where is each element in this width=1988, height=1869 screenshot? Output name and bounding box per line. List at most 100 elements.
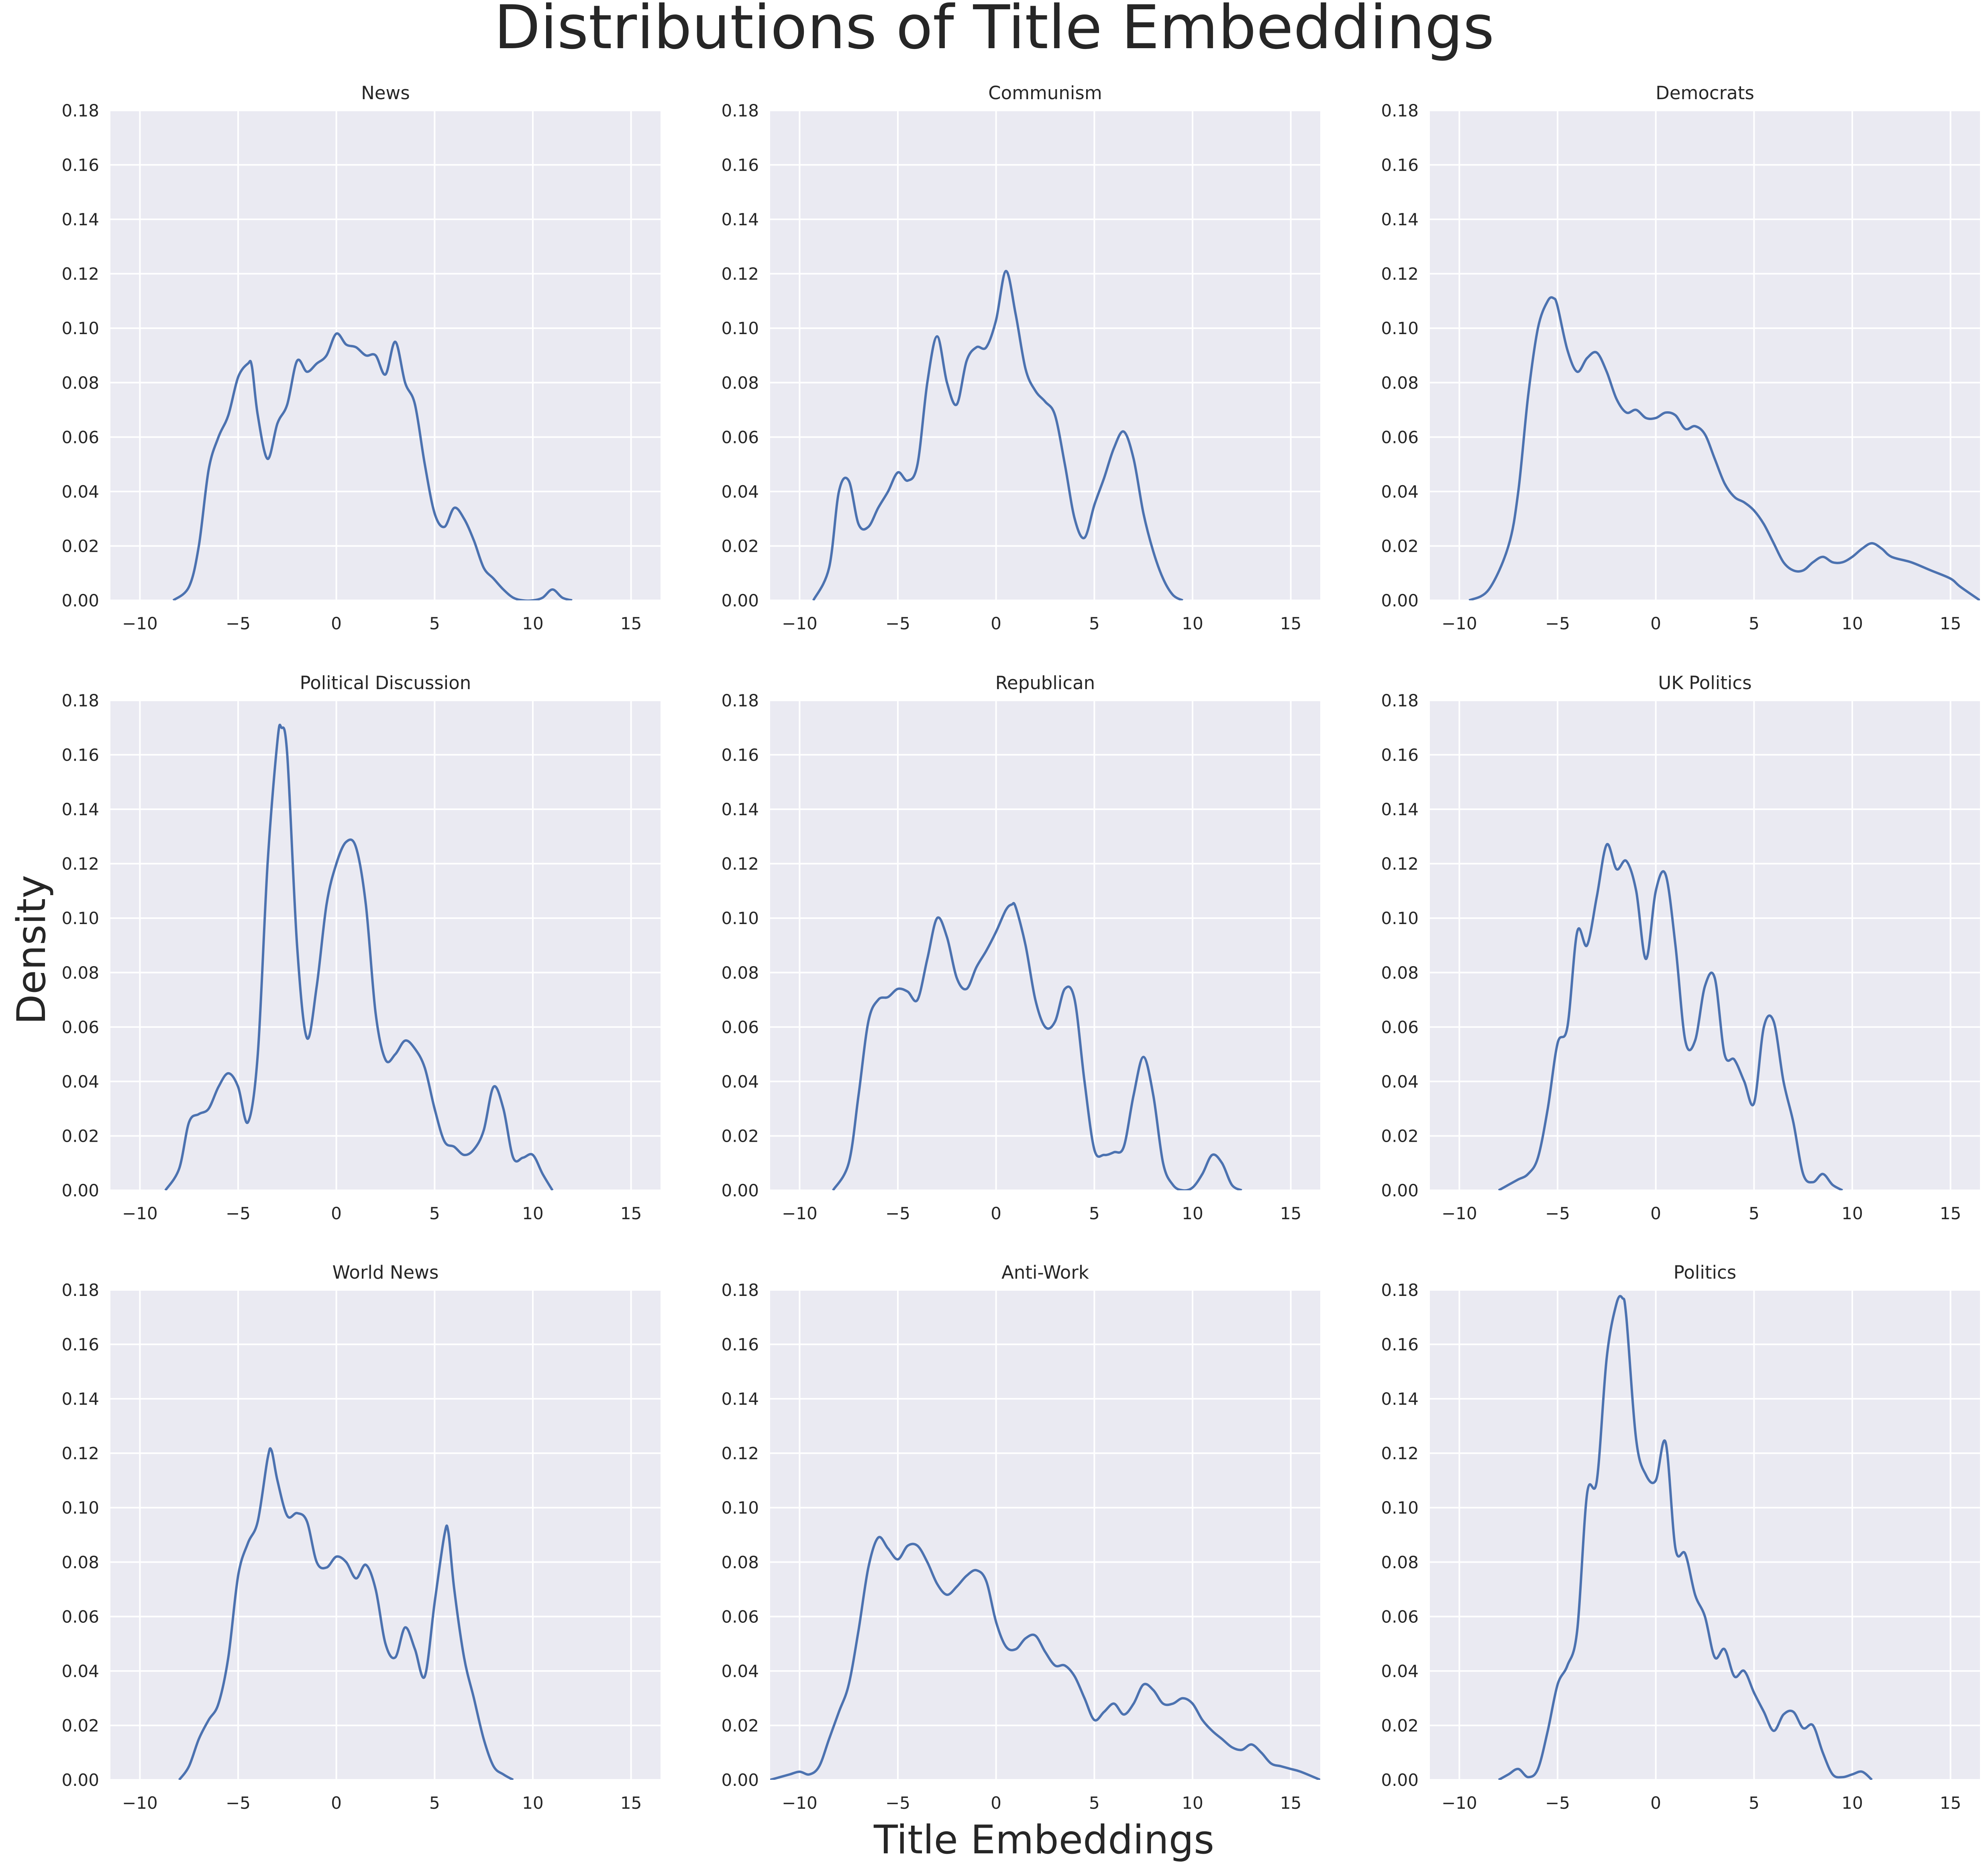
y-tick-label: 0.02 [61, 1716, 99, 1735]
figure-title: Distributions of Title Embeddings [494, 0, 1494, 63]
y-tick-label: 0.02 [61, 1126, 99, 1146]
x-tick-label: −10 [122, 1204, 158, 1223]
subplot-panel: 0.00 0.02 0.04 0.06 0.08 0.10 0.12 0.14 0.16 0.18… [61, 1262, 661, 1813]
x-tick-label: −5 [1545, 614, 1570, 633]
y-tick-label: 0.02 [61, 536, 99, 556]
x-tick-label: 10 [522, 1204, 543, 1223]
subplot-panel: 0.00 0.02 0.04 0.06 0.08 0.10 0.12 0.14 0.16 0.18… [61, 672, 661, 1223]
y-tick-label: 0.16 [721, 155, 759, 175]
y-tick-label: 0.18 [721, 691, 759, 710]
y-tick-label: 0.08 [61, 1553, 99, 1572]
density-line [812, 269, 1183, 600]
y-tick-label: 0.16 [61, 745, 99, 765]
density-line [1498, 1295, 1873, 1780]
y-tick-label: 0.16 [1381, 1335, 1419, 1355]
x-tick-label: 0 [331, 1793, 342, 1813]
subplot-title: UK Politics [1658, 672, 1751, 694]
y-tick-label: 0.04 [721, 1661, 759, 1681]
density-line [178, 1447, 514, 1780]
y-tick-label: 0.00 [721, 591, 759, 610]
y-tick-label: 0.00 [721, 1181, 759, 1200]
y-tick-label: 0.12 [1381, 854, 1419, 874]
y-tick-label: 0.02 [1381, 1716, 1419, 1735]
y-tick-label: 0.08 [1381, 373, 1419, 393]
x-tick-label: 0 [991, 1204, 1001, 1223]
y-tick-label: 0.06 [61, 1607, 99, 1626]
y-tick-label: 0.12 [61, 264, 99, 284]
x-tick-label: 10 [522, 614, 543, 633]
y-tick-label: 0.06 [721, 1607, 759, 1626]
x-tick-label: 5 [429, 614, 440, 633]
x-tick-label: 5 [1089, 614, 1100, 633]
plot-area [1430, 110, 1980, 600]
plot-area [110, 700, 661, 1190]
subplot-panel: 0.00 0.02 0.04 0.06 0.08 0.10 0.12 0.14 0.16 0.18… [721, 1262, 1320, 1813]
x-tick-label: 15 [1940, 1793, 1961, 1813]
y-tick-label: 0.18 [721, 1280, 759, 1300]
x-axis-label: Title Embeddings [873, 1817, 1214, 1863]
y-tick-label: 0.14 [1381, 800, 1419, 819]
y-tick-label: 0.08 [721, 963, 759, 983]
x-tick-label: 15 [1280, 614, 1301, 633]
y-tick-label: 0.16 [721, 1335, 759, 1355]
plot-area [770, 700, 1320, 1190]
x-tick-label: 10 [1182, 614, 1203, 633]
x-tick-label: −5 [226, 1204, 251, 1223]
density-line [172, 332, 573, 600]
y-tick-label: 0.10 [1381, 908, 1419, 928]
x-tick-label: 5 [1089, 1204, 1100, 1223]
y-tick-label: 0.16 [1381, 155, 1419, 175]
y-tick-label: 0.00 [721, 1770, 759, 1790]
x-tick-label: −5 [885, 1793, 910, 1813]
y-tick-label: 0.18 [1381, 691, 1419, 710]
y-tick-label: 0.02 [1381, 1126, 1419, 1146]
plot-area [770, 1290, 1320, 1780]
x-tick-label: 15 [1280, 1204, 1301, 1223]
y-tick-label: 0.02 [721, 1126, 759, 1146]
y-tick-label: 0.18 [61, 101, 99, 120]
subplot-panel: 0.00 0.02 0.04 0.06 0.08 0.10 0.12 0.14 0.16 0.18… [721, 82, 1320, 633]
y-tick-label: 0.04 [61, 1661, 99, 1681]
y-tick-label: 0.00 [61, 591, 99, 610]
subplot-panel: 0.00 0.02 0.04 0.06 0.08 0.10 0.12 0.14 0.16 0.18… [1381, 672, 1980, 1223]
x-tick-label: 10 [1841, 1204, 1863, 1223]
y-tick-label: 0.06 [1381, 1017, 1419, 1037]
x-tick-label: −10 [782, 614, 818, 633]
y-tick-label: 0.10 [721, 1498, 759, 1518]
y-tick-label: 0.12 [61, 854, 99, 874]
x-tick-label: 5 [429, 1204, 440, 1223]
y-tick-label: 0.06 [721, 427, 759, 447]
y-tick-label: 0.18 [1381, 101, 1419, 120]
y-tick-label: 0.10 [61, 908, 99, 928]
density-line [1468, 296, 1980, 600]
plot-area [110, 1290, 661, 1780]
x-tick-label: −5 [226, 614, 251, 633]
subplot-grid: 0.00 0.02 0.04 0.06 0.08 0.10 0.12 0.14 0.16 0.18… [61, 82, 1980, 1813]
y-tick-label: 0.10 [61, 318, 99, 338]
y-tick-label: 0.12 [1381, 1444, 1419, 1463]
density-line [164, 723, 554, 1190]
y-tick-label: 0.04 [61, 482, 99, 502]
y-tick-label: 0.14 [61, 1389, 99, 1409]
x-tick-label: 0 [1650, 1793, 1661, 1813]
x-tick-label: 0 [991, 614, 1001, 633]
x-tick-label: 10 [522, 1793, 543, 1813]
y-tick-label: 0.14 [61, 210, 99, 229]
subplot-title: Democrats [1656, 82, 1754, 104]
x-tick-label: 0 [331, 1204, 342, 1223]
plot-area [110, 110, 661, 600]
x-tick-label: −10 [122, 614, 158, 633]
x-tick-label: 5 [1749, 614, 1760, 633]
subplot-panel: 0.00 0.02 0.04 0.06 0.08 0.10 0.12 0.14 0.16 0.18… [721, 672, 1320, 1223]
x-tick-label: 15 [1940, 614, 1961, 633]
x-tick-label: 10 [1841, 1793, 1863, 1813]
y-tick-label: 0.00 [1381, 591, 1419, 610]
x-tick-label: 5 [1749, 1204, 1760, 1223]
y-tick-label: 0.04 [721, 482, 759, 502]
y-tick-label: 0.06 [1381, 1607, 1419, 1626]
plot-area [1430, 1290, 1980, 1780]
y-tick-label: 0.14 [1381, 1389, 1419, 1409]
y-tick-label: 0.00 [61, 1181, 99, 1200]
subplot-title: Republican [995, 672, 1095, 694]
